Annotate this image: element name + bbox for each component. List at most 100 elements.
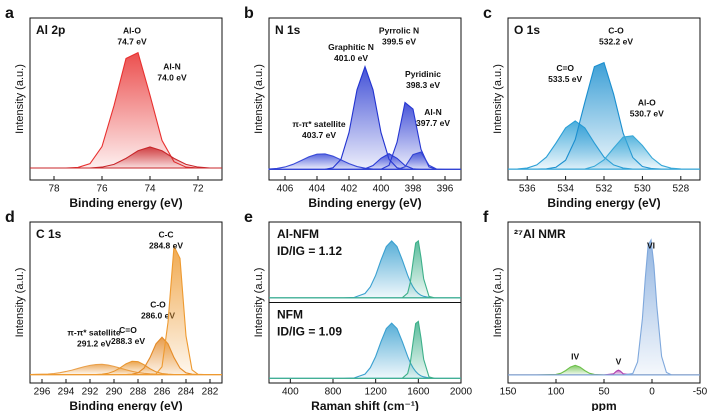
x-tick-label: 398 xyxy=(405,184,422,195)
x-tick-label: 536 xyxy=(519,184,536,195)
panel-label: f xyxy=(483,209,489,226)
x-tick-label: 50 xyxy=(598,387,610,398)
x-tick-label: 406 xyxy=(277,184,294,195)
peak-label: 397.7 eV xyxy=(416,118,450,128)
x-tick-label: 286 xyxy=(154,387,171,398)
peak-label: 288.3 eV xyxy=(111,336,145,346)
x-tick-label: 528 xyxy=(672,184,689,195)
panel-label: a xyxy=(5,5,14,22)
peak-label: 284.8 eV xyxy=(149,240,183,250)
x-tick-label: 292 xyxy=(82,387,99,398)
x-tick-label: -50 xyxy=(693,387,708,398)
peak-area xyxy=(30,51,222,169)
x-tick-label: 396 xyxy=(437,184,454,195)
x-tick-label: 1200 xyxy=(365,387,388,398)
subplot-name: NFM xyxy=(277,308,303,322)
x-tick-label: 2000 xyxy=(450,387,473,398)
peak-area xyxy=(269,239,461,299)
peak-area xyxy=(508,238,701,376)
x-axis-label: Binding energy (eV) xyxy=(69,196,182,210)
panel-label: c xyxy=(483,5,492,22)
peak-area xyxy=(508,364,700,376)
x-tick-label: 532 xyxy=(596,184,613,195)
panel-title: Al 2p xyxy=(36,23,65,37)
plot-frame xyxy=(268,17,462,181)
peak-name: Al-N xyxy=(424,107,441,117)
peak-label: 532.2 eV xyxy=(599,36,633,46)
plot-frame xyxy=(507,17,701,181)
x-axis-label: Binding energy (eV) xyxy=(308,196,421,210)
peak-name: VI xyxy=(647,240,655,250)
x-tick-label: 294 xyxy=(58,387,75,398)
peak-name: Al-N xyxy=(163,62,180,72)
x-tick-label: 74 xyxy=(144,184,156,195)
subplot-annotation: ID/IG = 1.12 xyxy=(277,244,342,258)
y-axis-label: Intensity (a.u.) xyxy=(253,268,265,338)
plot-frame xyxy=(507,221,701,384)
peak-name: C-O xyxy=(608,25,624,35)
y-axis-label: Intensity (a.u.) xyxy=(492,268,504,338)
peak-label: 286.0 eV xyxy=(141,311,175,321)
x-tick-label: 76 xyxy=(96,184,108,195)
x-axis-label: Binding energy (eV) xyxy=(69,399,182,411)
peak-label: 403.7 eV xyxy=(302,130,336,140)
plot-frame xyxy=(29,17,223,181)
panel-title: N 1s xyxy=(275,23,301,37)
peak-area xyxy=(508,135,700,170)
x-tick-label: 284 xyxy=(178,387,195,398)
plot-frame xyxy=(29,221,223,384)
x-tick-label: 282 xyxy=(202,387,219,398)
peak-name: C-O xyxy=(150,300,166,310)
peak-name: C=O xyxy=(556,63,574,73)
plot-frame xyxy=(268,302,462,384)
peak-label: 74.0 eV xyxy=(157,73,187,83)
panel-title: C 1s xyxy=(36,227,62,241)
x-tick-label: 288 xyxy=(130,387,147,398)
x-tick-label: 290 xyxy=(106,387,123,398)
peak-label: 398.3 eV xyxy=(406,80,440,90)
subplot-name: Al-NFM xyxy=(277,227,319,241)
x-tick-label: 404 xyxy=(309,184,326,195)
x-tick-label: 150 xyxy=(500,387,517,398)
panel-title: ²⁷Al NMR xyxy=(514,227,566,241)
y-axis-label: Intensity (a.u.) xyxy=(253,64,265,134)
x-tick-label: 72 xyxy=(192,184,204,195)
peak-name: C-C xyxy=(158,229,173,239)
panel-title: O 1s xyxy=(514,23,540,37)
x-tick-label: 78 xyxy=(48,184,60,195)
panel-label: d xyxy=(5,209,15,226)
peak-name: C=O xyxy=(119,325,137,335)
peak-name: π-π* satellite xyxy=(292,119,345,129)
peak-name: Al-O xyxy=(123,25,141,35)
x-tick-label: 400 xyxy=(373,184,390,195)
x-tick-label: 0 xyxy=(649,387,655,398)
peak-label: 533.5 eV xyxy=(548,74,582,84)
panel-label: b xyxy=(244,5,254,22)
peak-label: 401.0 eV xyxy=(334,53,368,63)
x-tick-label: 800 xyxy=(325,387,342,398)
x-tick-label: 296 xyxy=(34,387,51,398)
peak-label: 74.7 eV xyxy=(117,36,147,46)
peak-label: 530.7 eV xyxy=(630,109,664,119)
y-axis-label: Intensity (a.u.) xyxy=(14,268,26,338)
x-tick-label: 534 xyxy=(557,184,574,195)
peak-name: IV xyxy=(571,352,579,362)
x-axis-label: ppm xyxy=(591,399,616,411)
peak-area xyxy=(30,244,222,376)
x-tick-label: 402 xyxy=(341,184,358,195)
x-axis-label: Binding energy (eV) xyxy=(547,196,660,210)
peak-name: Al-O xyxy=(638,98,656,108)
peak-label: 291.2 eV xyxy=(77,338,111,348)
peak-area xyxy=(269,320,461,379)
peak-area xyxy=(269,151,461,171)
peak-name: π-π* satellite xyxy=(67,327,120,337)
panel-label: e xyxy=(244,209,253,226)
x-tick-label: 1600 xyxy=(407,387,430,398)
peak-name: Graphitic N xyxy=(328,42,374,52)
x-tick-label: 400 xyxy=(282,387,299,398)
peak-area xyxy=(30,146,222,169)
x-tick-label: 530 xyxy=(634,184,651,195)
peak-name: Pyrrolic N xyxy=(379,25,419,35)
peak-label: 399.5 eV xyxy=(382,36,416,46)
